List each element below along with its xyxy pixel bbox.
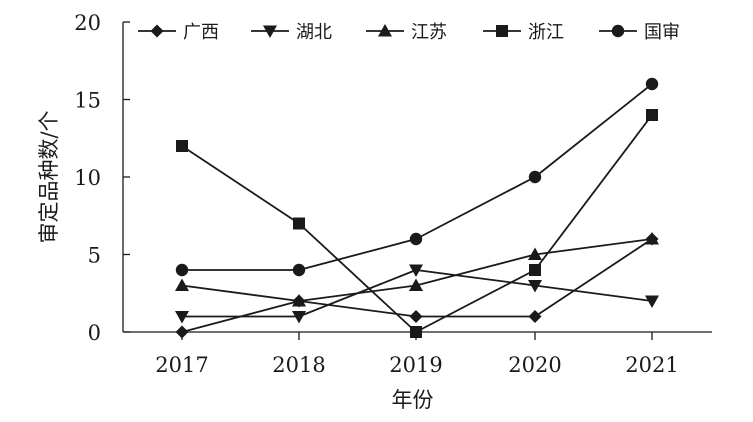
- legend-item-guoshen: 国审: [599, 22, 680, 43]
- data-point-zhejiang: [293, 217, 305, 230]
- series-layer: [175, 77, 659, 339]
- legend-item-guangxi: 广西: [138, 22, 219, 43]
- legend-label: 江苏: [411, 22, 447, 43]
- series-zhejiang: [176, 109, 658, 338]
- x-tick-label: 2019: [389, 353, 442, 377]
- data-point-zhejiang: [529, 264, 541, 276]
- legend-label: 湖北: [296, 22, 332, 43]
- data-point-jiangsu: [292, 294, 306, 307]
- y-tick-label: 20: [74, 11, 101, 35]
- x-ticks: 2017 2018 2019 2020 2021: [155, 332, 679, 377]
- legend-label: 国审: [644, 22, 680, 43]
- data-point-jiangsu: [645, 232, 659, 245]
- x-tick-label: 2018: [272, 353, 325, 377]
- series-hubei: [175, 264, 659, 324]
- data-point-hubei: [409, 264, 423, 277]
- data-point-guoshen: [528, 170, 542, 184]
- series-guoshen: [175, 77, 659, 277]
- y-ticks: 0 5 10 15 20: [74, 11, 130, 345]
- legend-marker: [378, 24, 392, 37]
- data-point-jiangsu: [175, 278, 189, 291]
- legend-marker: [496, 25, 508, 37]
- data-point-guoshen: [175, 263, 189, 277]
- legend: 广西 湖北 江苏 浙江 国审: [138, 22, 680, 43]
- data-point-zhejiang: [410, 326, 422, 338]
- data-point-guangxi: [175, 325, 189, 339]
- data-point-hubei: [292, 311, 306, 324]
- legend-item-jiangsu: 江苏: [366, 22, 447, 43]
- y-tick-label: 0: [88, 321, 101, 345]
- series-line-zhejiang: [181, 114, 653, 333]
- legend-label: 广西: [183, 22, 219, 43]
- data-point-guangxi: [409, 310, 423, 323]
- data-point-jiangsu: [528, 247, 542, 260]
- x-tick-label: 2017: [155, 353, 208, 377]
- y-tick-label: 10: [74, 166, 101, 190]
- y-axis-title: 审定品种数/个: [37, 110, 61, 243]
- series-jiangsu: [175, 232, 659, 307]
- data-point-zhejiang: [646, 109, 658, 121]
- data-point-guoshen: [292, 263, 306, 277]
- legend-marker: [611, 24, 625, 38]
- data-point-guoshen: [645, 77, 659, 91]
- data-point-hubei: [528, 280, 542, 293]
- legend-label: 浙江: [528, 22, 564, 43]
- x-tick-label: 2020: [508, 353, 561, 377]
- data-point-jiangsu: [409, 278, 423, 291]
- data-point-guoshen: [409, 232, 423, 246]
- series-line-hubei: [182, 269, 653, 318]
- x-tick-label: 2021: [625, 353, 678, 377]
- data-point-zhejiang: [176, 140, 188, 152]
- legend-item-hubei: 湖北: [251, 22, 332, 43]
- y-tick-label: 15: [74, 89, 101, 113]
- legend-item-zhejiang: 浙江: [483, 22, 564, 43]
- y-tick-label: 5: [88, 244, 101, 268]
- data-point-guangxi: [528, 310, 542, 323]
- x-axis-title: 年份: [392, 388, 434, 412]
- data-point-hubei: [175, 311, 189, 324]
- legend-marker: [150, 24, 164, 38]
- legend-marker: [263, 25, 277, 38]
- data-point-hubei: [645, 295, 659, 308]
